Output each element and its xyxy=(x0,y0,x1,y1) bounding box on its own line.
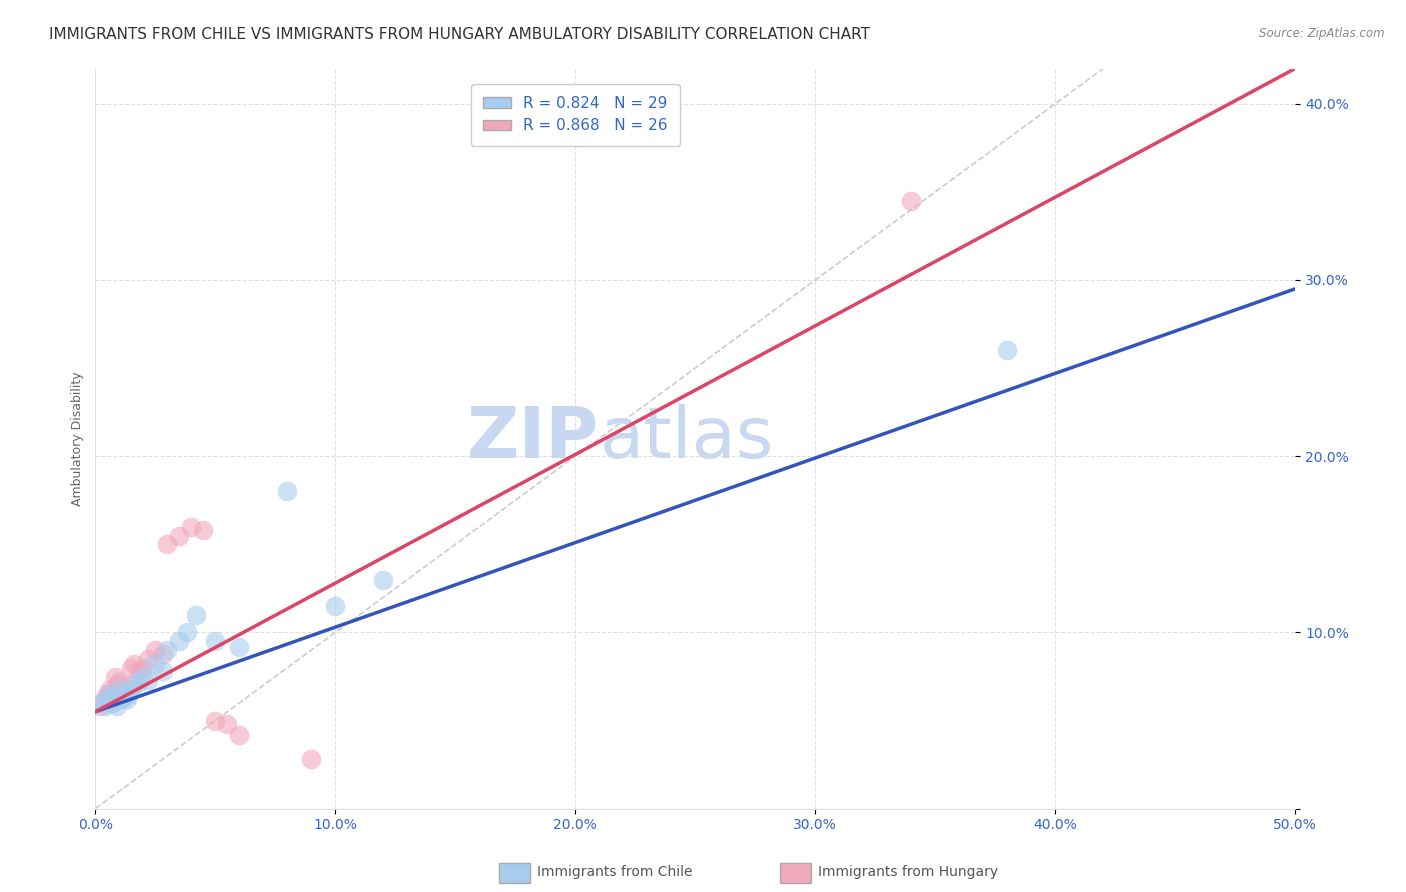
Point xyxy=(136,652,159,666)
Point xyxy=(94,699,117,714)
Point xyxy=(115,692,138,706)
Text: IMMIGRANTS FROM CHILE VS IMMIGRANTS FROM HUNGARY AMBULATORY DISABILITY CORRELATI: IMMIGRANTS FROM CHILE VS IMMIGRANTS FROM… xyxy=(49,27,870,42)
Point xyxy=(204,714,226,728)
Point xyxy=(96,692,118,706)
Point xyxy=(995,343,1018,358)
Point xyxy=(122,678,145,692)
Point xyxy=(323,599,346,613)
Text: Immigrants from Chile: Immigrants from Chile xyxy=(537,865,693,880)
Point xyxy=(169,634,191,648)
Point xyxy=(120,683,142,698)
Point xyxy=(169,528,191,542)
Point xyxy=(118,678,141,692)
Point xyxy=(120,661,142,675)
Point xyxy=(89,699,111,714)
Point xyxy=(299,752,322,766)
Point xyxy=(122,657,145,672)
Point xyxy=(111,692,134,706)
Point xyxy=(143,657,166,672)
Point xyxy=(128,664,150,678)
Point xyxy=(152,647,174,661)
Point xyxy=(98,687,121,701)
Point xyxy=(118,687,141,701)
Point xyxy=(193,523,215,537)
Point xyxy=(276,484,298,499)
Point xyxy=(112,681,135,696)
Point xyxy=(128,674,150,689)
Point xyxy=(94,692,117,706)
Point xyxy=(152,664,174,678)
Point xyxy=(180,519,202,533)
Point xyxy=(103,690,125,705)
Point xyxy=(900,194,922,208)
Y-axis label: Ambulatory Disability: Ambulatory Disability xyxy=(72,371,84,506)
Point xyxy=(204,634,226,648)
Point xyxy=(228,640,250,654)
Legend: R = 0.824   N = 29, R = 0.868   N = 26: R = 0.824 N = 29, R = 0.868 N = 26 xyxy=(471,84,679,145)
Point xyxy=(186,607,208,622)
Text: Source: ZipAtlas.com: Source: ZipAtlas.com xyxy=(1260,27,1385,40)
Point xyxy=(101,696,124,710)
Point xyxy=(228,728,250,742)
Point xyxy=(132,661,155,675)
Point xyxy=(103,669,125,683)
Point xyxy=(136,673,159,687)
Point xyxy=(132,669,155,683)
Point xyxy=(89,696,111,710)
Point xyxy=(98,681,121,696)
Point xyxy=(101,696,124,710)
Point xyxy=(108,674,131,689)
Text: atlas: atlas xyxy=(599,404,773,473)
Point xyxy=(96,687,118,701)
Point xyxy=(156,537,179,551)
Point xyxy=(176,625,198,640)
Point xyxy=(143,643,166,657)
Text: Immigrants from Hungary: Immigrants from Hungary xyxy=(818,865,998,880)
Text: ZIP: ZIP xyxy=(467,404,599,473)
Point xyxy=(112,689,135,703)
Point xyxy=(217,717,239,731)
Point xyxy=(105,678,128,692)
Point xyxy=(373,573,395,587)
Point xyxy=(108,681,131,696)
Point xyxy=(156,643,179,657)
Point xyxy=(105,699,128,714)
